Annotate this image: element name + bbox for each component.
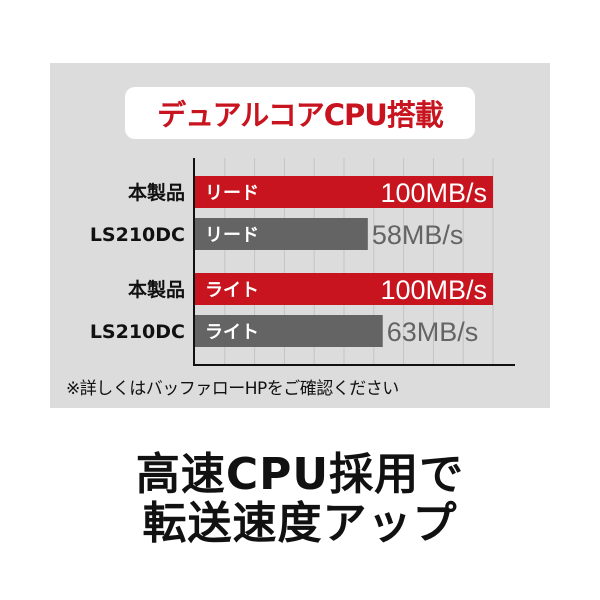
bar [195, 273, 493, 305]
footnote: ※詳しくはバッファローHPをご確認ください [66, 379, 399, 399]
bar-label: リード [205, 183, 259, 204]
value-label: 100MB/s [380, 178, 487, 208]
bar-label: ライト [205, 322, 259, 343]
headline-line-2: 転送速度アップ [142, 498, 458, 549]
title-box: デュアルコアCPU搭載 [125, 87, 475, 139]
chart-title: デュアルコアCPU搭載 [157, 98, 444, 132]
bar-label: ライト [205, 280, 259, 301]
category-label: LS210DC [90, 321, 185, 343]
value-label: 58MB/s [372, 220, 464, 250]
headline-line-1: 高速CPU採用で [135, 449, 465, 500]
category-label: 本製品 [128, 181, 185, 204]
bar [195, 176, 493, 208]
value-label: 63MB/s [387, 317, 479, 347]
bar [195, 315, 383, 347]
bar-label: リード [205, 225, 259, 246]
bar [195, 218, 368, 250]
category-label: LS210DC [90, 224, 185, 246]
value-label: 100MB/s [380, 275, 487, 305]
category-label: 本製品 [128, 278, 185, 301]
